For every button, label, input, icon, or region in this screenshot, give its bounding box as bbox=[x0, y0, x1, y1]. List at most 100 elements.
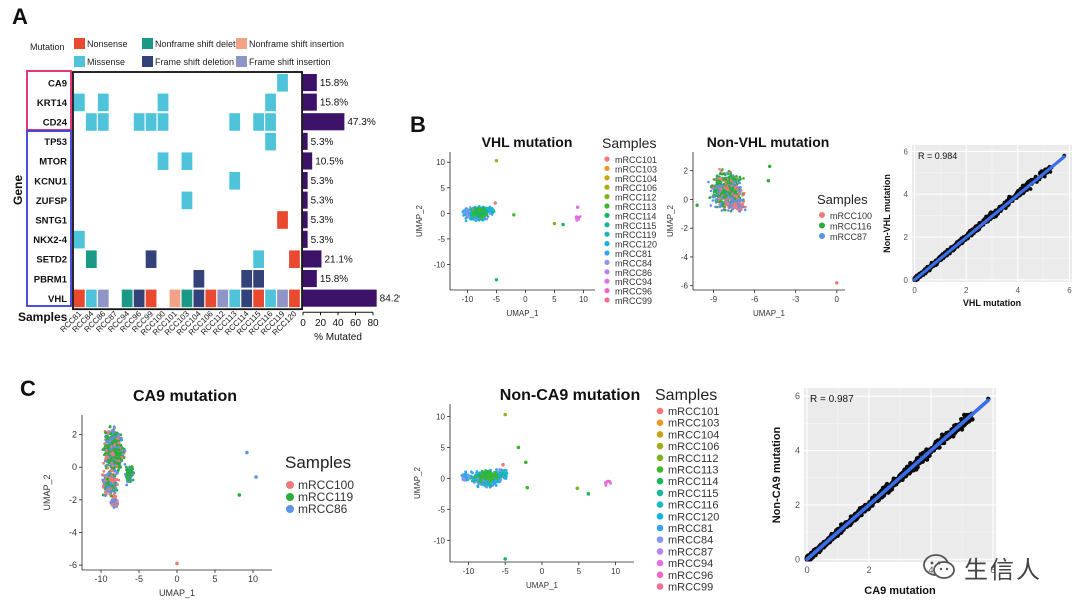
x-axis-title: UMAP_1 bbox=[753, 309, 786, 318]
scatter-point bbox=[718, 184, 722, 188]
y-tick-label: -4 bbox=[681, 253, 689, 262]
legend-dot bbox=[656, 571, 664, 579]
scatter-point bbox=[107, 483, 110, 487]
legend-title: Samples bbox=[817, 192, 868, 207]
legend-item-label: mRCC81 bbox=[615, 249, 652, 259]
scatter-point bbox=[113, 478, 117, 482]
x-tick-label: 5 bbox=[552, 295, 557, 304]
scatter-point bbox=[112, 492, 116, 496]
legend-dot bbox=[656, 466, 664, 473]
scatter-point bbox=[733, 200, 736, 203]
scatter-point bbox=[552, 221, 557, 226]
scatter-point bbox=[476, 485, 480, 489]
x-tick-label: -10 bbox=[462, 295, 474, 304]
mutation-bar-label: 5.3% bbox=[311, 176, 334, 187]
scatter-point bbox=[728, 205, 731, 208]
mutation-cell bbox=[277, 211, 288, 229]
scatter-point bbox=[707, 180, 710, 184]
legend-title: Samples bbox=[285, 453, 351, 472]
scatter-point bbox=[106, 456, 110, 459]
scatter-point bbox=[469, 470, 473, 474]
scatter-point bbox=[104, 486, 107, 489]
scatter-point bbox=[237, 493, 242, 497]
ca9-umap-plot: CA9 mutation-10 -5 0 5 1020-2-4-6UMAP_1UMAP_… bbox=[42, 388, 354, 598]
y-tick-label: 2 bbox=[904, 233, 909, 242]
scatter-point bbox=[1028, 187, 1033, 191]
legend-dot bbox=[656, 513, 664, 520]
scatter-point bbox=[110, 474, 114, 478]
scatter-point bbox=[485, 207, 489, 211]
mutation-cell bbox=[265, 113, 276, 131]
percent-tick-label: 60 bbox=[350, 318, 362, 329]
scatter-point bbox=[728, 186, 732, 189]
mutation-bar-label: 5.3% bbox=[311, 215, 334, 226]
legend-title: Samples bbox=[655, 387, 717, 404]
mutation-bar-label: 5.3% bbox=[311, 235, 334, 246]
scatter-point bbox=[104, 431, 107, 435]
legend-item-label: mRCC103 bbox=[615, 164, 657, 174]
scatter-point bbox=[715, 179, 719, 183]
legend-item-label: mRCC119 bbox=[615, 230, 656, 240]
scatter-point bbox=[112, 453, 115, 457]
scatter-point bbox=[489, 478, 492, 482]
scatter-point bbox=[495, 476, 499, 480]
scatter-point bbox=[462, 474, 465, 478]
legend-dot bbox=[604, 288, 610, 294]
scatter-point bbox=[114, 504, 118, 508]
legend-dot bbox=[656, 454, 664, 462]
scatter-point bbox=[741, 199, 744, 202]
scatter-point bbox=[115, 488, 119, 492]
scatter-point bbox=[485, 209, 488, 213]
x-axis-title: VHL mutation bbox=[963, 298, 1021, 308]
mutation-bar bbox=[303, 191, 308, 209]
scatter-point bbox=[474, 475, 477, 479]
legend-item-label: mRCC84 bbox=[668, 535, 713, 547]
y-tick-label: -6 bbox=[69, 560, 77, 570]
percent-tick-label: 40 bbox=[332, 318, 344, 329]
legend-dot bbox=[656, 477, 664, 485]
scatter-point bbox=[721, 192, 724, 195]
x-tick-label: -9 bbox=[710, 295, 718, 304]
scatter-point bbox=[739, 206, 742, 210]
y-tick-label: -10 bbox=[433, 260, 445, 269]
scatter-point bbox=[117, 432, 121, 436]
scatter-point bbox=[499, 478, 503, 481]
x-tick-label: -6 bbox=[751, 295, 759, 304]
mutation-cell bbox=[289, 250, 300, 268]
x-tick-label: 10 bbox=[579, 295, 588, 304]
mutation-bar-label: 15.8% bbox=[320, 78, 348, 89]
scatter-point bbox=[110, 458, 114, 462]
scatter-point bbox=[102, 461, 105, 465]
scatter-point bbox=[709, 189, 713, 193]
x-tick-label: 0 bbox=[174, 574, 179, 584]
scatter-point bbox=[712, 193, 716, 196]
legend-item-label: mRCC106 bbox=[668, 441, 719, 453]
scatter-point bbox=[501, 462, 505, 467]
scatter-point bbox=[113, 498, 117, 502]
mutation-cell bbox=[253, 289, 264, 308]
legend-swatch bbox=[236, 56, 247, 67]
legend-label: Nonframe shift deletion bbox=[155, 39, 248, 49]
legend-item-label: mRCC87 bbox=[668, 546, 713, 558]
scatter-point bbox=[107, 471, 111, 475]
scatter-point bbox=[120, 458, 123, 462]
scatter-point bbox=[484, 474, 488, 477]
scatter-points bbox=[461, 158, 582, 282]
scatter-point bbox=[743, 208, 747, 212]
scatter-point bbox=[716, 192, 720, 196]
mutation-cell bbox=[181, 289, 193, 308]
legend-item-label: mRCC115 bbox=[668, 488, 719, 500]
scatter-point bbox=[732, 180, 736, 184]
scatter-point bbox=[609, 481, 612, 485]
scatter-point bbox=[106, 477, 109, 481]
y-tick-label: 0 bbox=[441, 474, 446, 483]
scatter-point bbox=[575, 486, 580, 491]
scatter-point bbox=[714, 189, 717, 193]
non-ca9-umap-plot: Non-CA9 mutation-10 -5 0 5 101050-5-10UMAP_1… bbox=[413, 387, 719, 594]
scatter-point bbox=[129, 467, 133, 471]
scatter-point bbox=[125, 483, 129, 487]
gene-label: NKX2-4 bbox=[33, 235, 68, 246]
scatter-point bbox=[493, 470, 497, 474]
scatter-point bbox=[607, 479, 611, 483]
